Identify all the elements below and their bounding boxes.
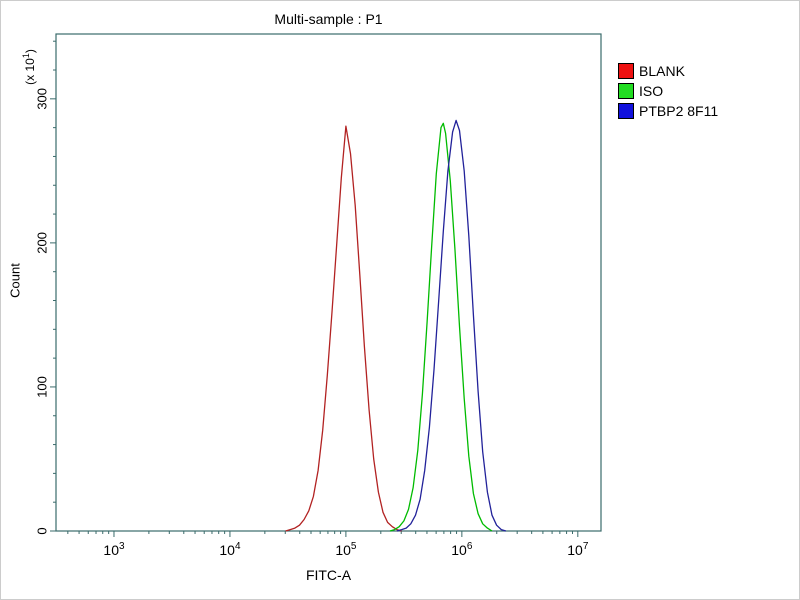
legend-label-iso: ISO <box>639 83 664 99</box>
legend-swatch-ptbp2 <box>618 103 634 119</box>
plot-frame <box>55 33 602 532</box>
chart-title: Multi-sample : P1 <box>274 11 383 27</box>
legend-item-iso: ISO <box>618 81 718 101</box>
y-tick-label: 100 <box>35 376 50 398</box>
legend-label-ptbp2: PTBP2 8F11 <box>639 103 719 119</box>
legend: BLANK ISO PTBP2 8F11 <box>618 61 718 121</box>
series-curve-ptbp2-8f11 <box>396 119 507 532</box>
series-curve-iso <box>389 122 493 532</box>
y-tick-label: 0 <box>35 527 50 534</box>
x-axis-title: FITC-A <box>305 567 352 583</box>
x-tick-label: 103 <box>103 541 125 558</box>
x-tick-label: 104 <box>219 541 241 558</box>
legend-item-ptbp2: PTBP2 8F11 <box>618 101 718 121</box>
series-curve-blank <box>285 125 402 532</box>
x-tick-label: 106 <box>451 541 473 558</box>
y-tick-label: 200 <box>35 232 50 254</box>
x-tick-label: 105 <box>335 541 357 558</box>
y-tick-label: 300 <box>35 88 50 110</box>
legend-swatch-blank <box>618 63 634 79</box>
x-tick-label: 107 <box>567 541 589 558</box>
legend-label-blank: BLANK <box>639 63 685 79</box>
legend-item-blank: BLANK <box>618 61 718 81</box>
legend-swatch-iso <box>618 83 634 99</box>
